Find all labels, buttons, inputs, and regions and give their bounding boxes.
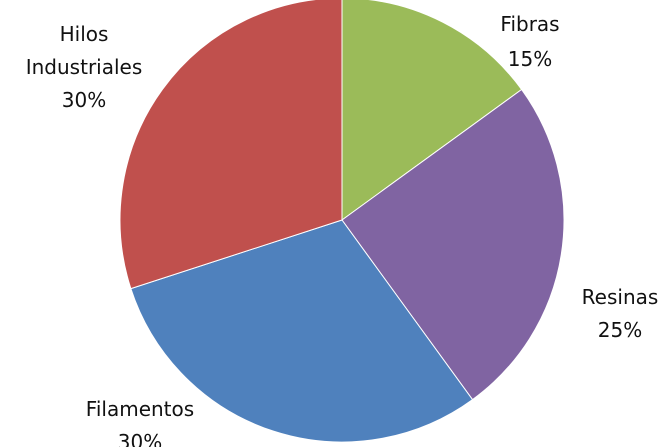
slice-label: Fibras <box>500 12 560 36</box>
slice-value: 15% <box>507 47 553 71</box>
pie-slice <box>341 0 523 221</box>
pie-slice <box>119 0 343 290</box>
slice-label: Resinas <box>581 285 659 309</box>
pie-slice <box>130 219 474 443</box>
slice-label: Filamentos <box>85 397 195 421</box>
slice-value: 30% <box>61 88 107 112</box>
slice-value: 25% <box>597 318 643 342</box>
pie-slice <box>341 88 565 401</box>
slice-label: Hilos Industriales <box>25 22 143 79</box>
slice-value: 30% <box>117 430 163 447</box>
